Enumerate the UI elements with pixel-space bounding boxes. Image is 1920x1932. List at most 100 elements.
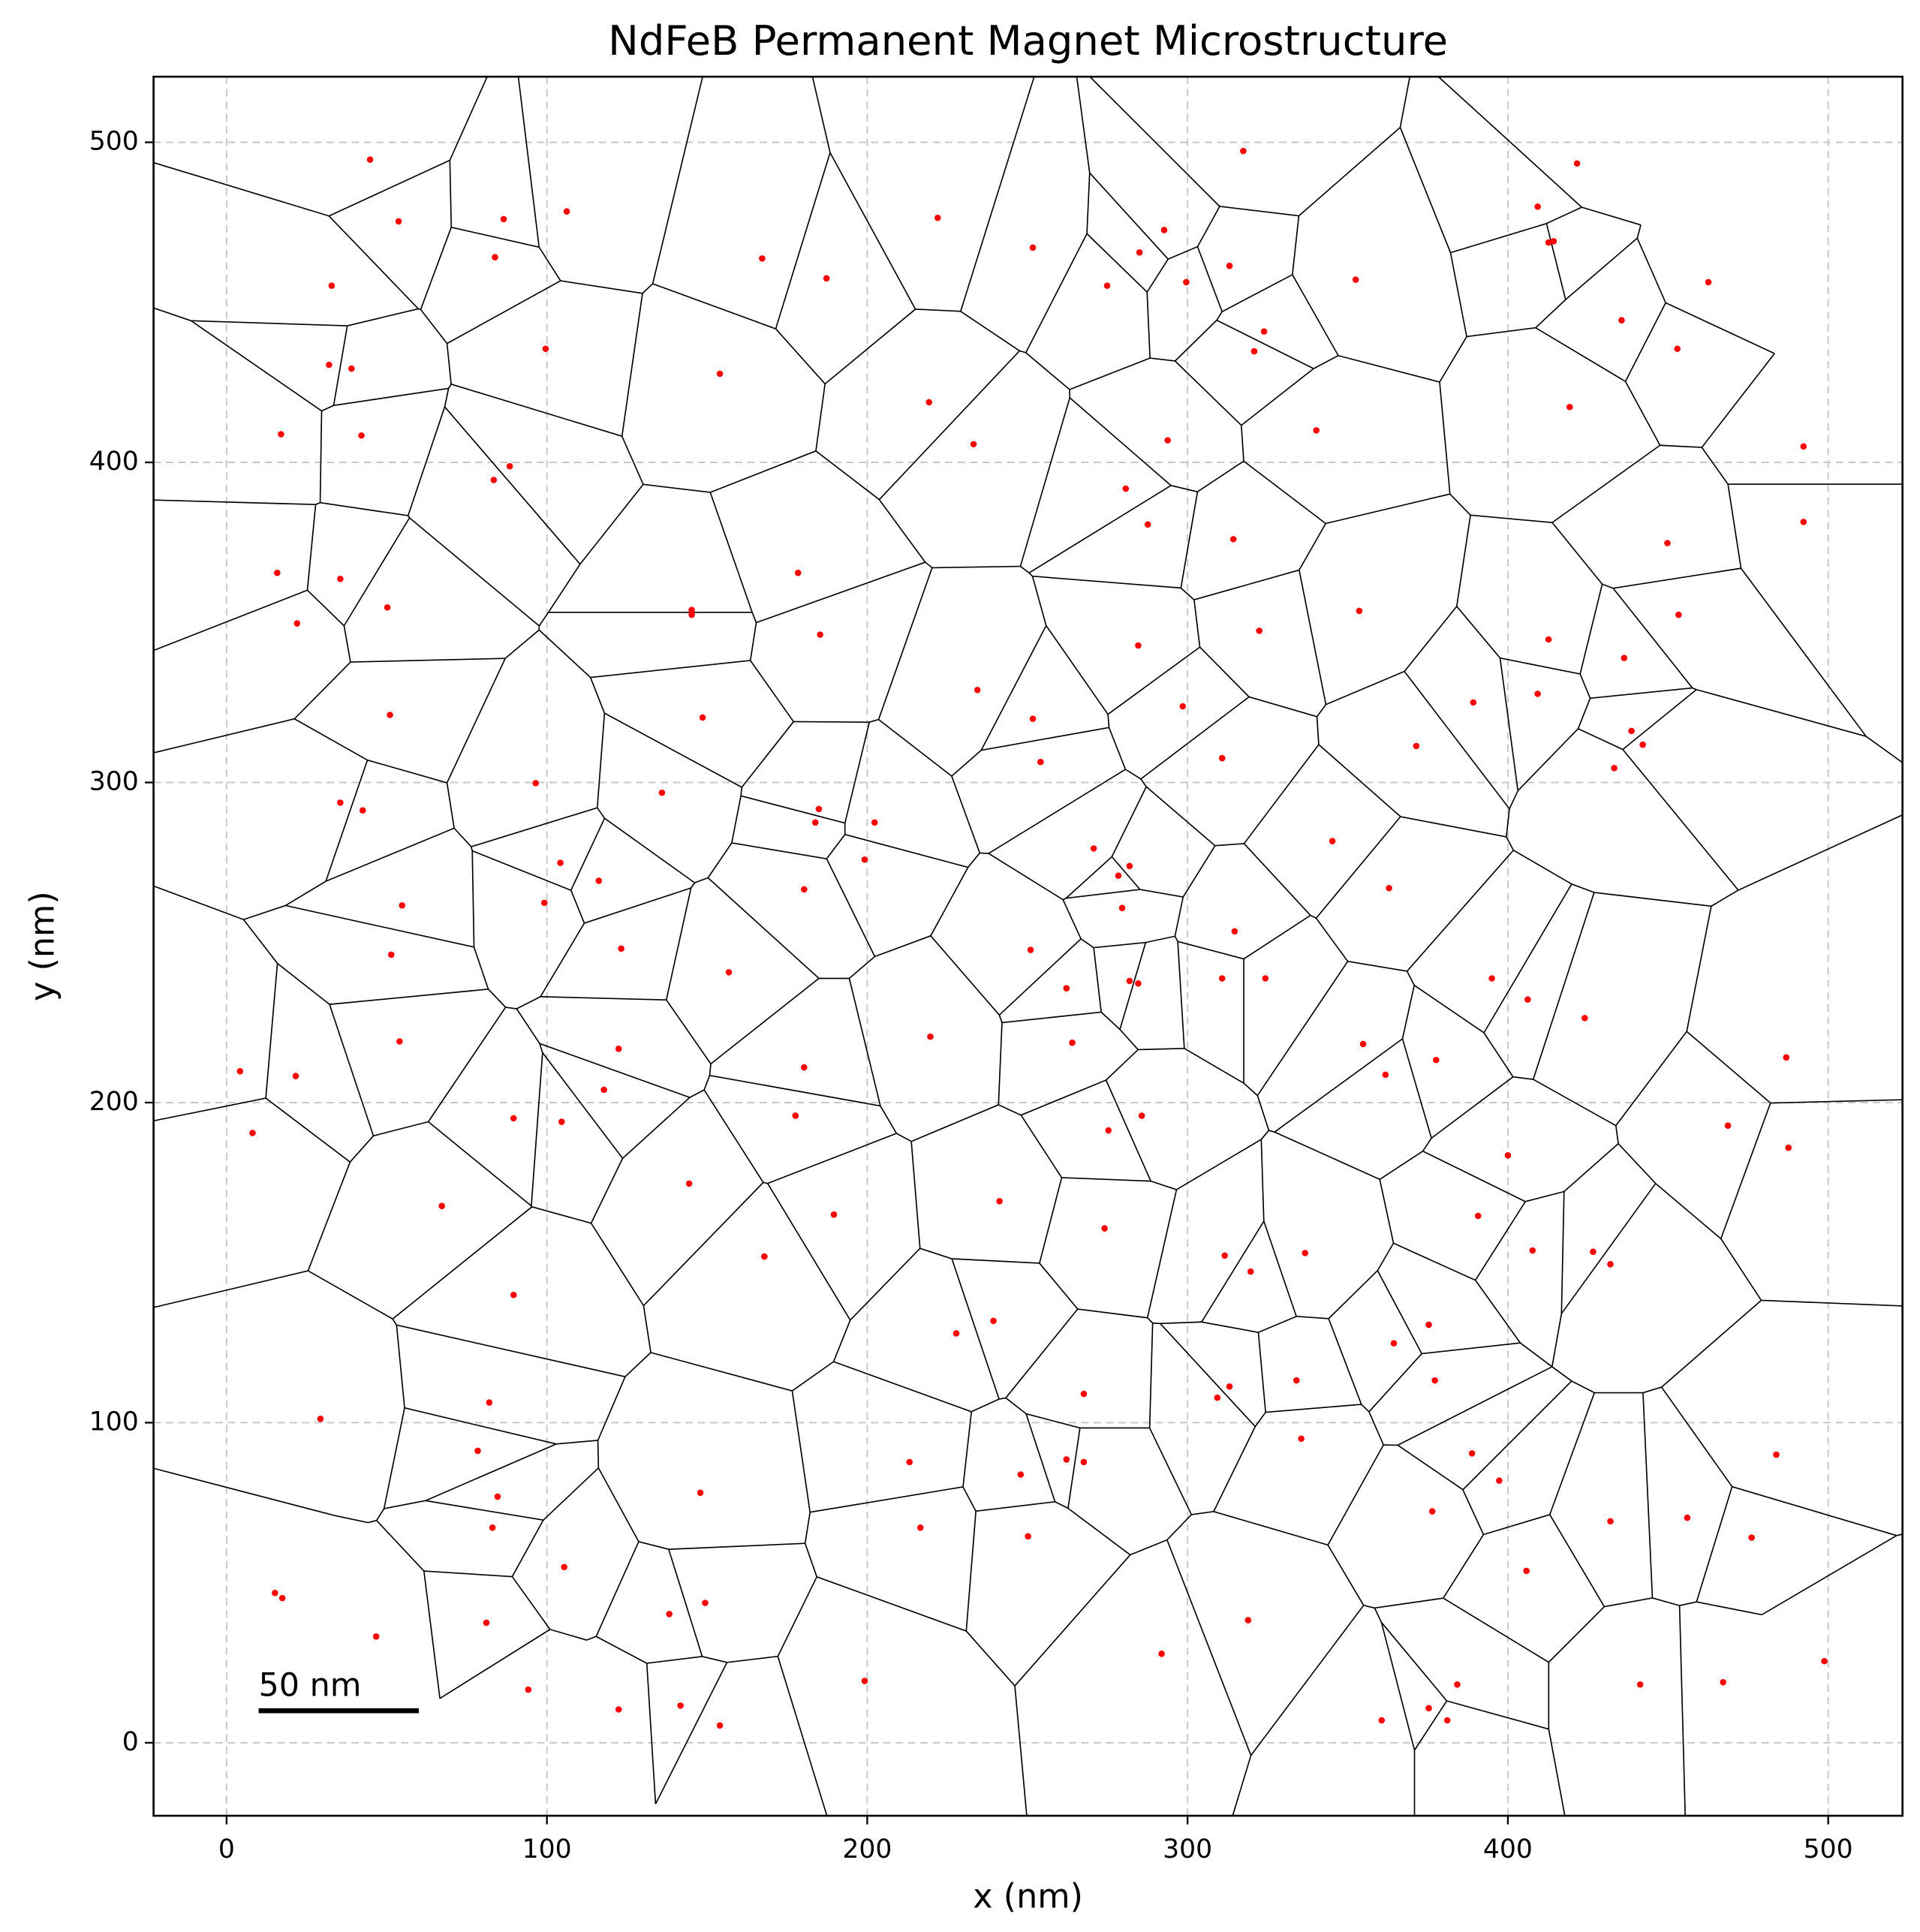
voronoi-edge <box>504 629 540 659</box>
seed-point <box>794 569 802 576</box>
seed-point <box>792 1112 799 1119</box>
voronoi-edge <box>952 1258 1040 1264</box>
voronoi-edge <box>1636 237 1666 303</box>
seed-point <box>492 254 498 260</box>
voronoi-edge <box>1377 1242 1395 1271</box>
voronoi-edge <box>450 384 622 438</box>
voronoi-edge <box>815 450 880 501</box>
seed-point <box>366 156 374 163</box>
voronoi-edge <box>848 978 881 1106</box>
voronoi-edge <box>727 1655 778 1663</box>
voronoi-edge <box>1180 492 1199 588</box>
voronoi-edge <box>1316 704 1327 718</box>
voronoi-edge <box>1422 1137 1432 1152</box>
chart-title: NdFeB Permanent Magnet Microstructure <box>608 17 1448 65</box>
voronoi-edge <box>1292 274 1339 357</box>
voronoi-edge <box>1196 246 1223 312</box>
voronoi-edge <box>1201 1220 1265 1323</box>
voronoi-edge <box>409 517 540 627</box>
voronoi-edge <box>1100 1011 1121 1031</box>
voronoi-edge <box>446 782 455 829</box>
voronoi-edge <box>277 962 330 1005</box>
voronoi-edge <box>315 501 321 505</box>
seed-point <box>1090 845 1097 852</box>
seed-point <box>510 1291 517 1299</box>
seed-point <box>600 1086 607 1094</box>
voronoi-edge <box>1563 1143 1619 1193</box>
seed-point <box>1470 699 1477 706</box>
voronoi-edge <box>1216 319 1314 369</box>
voronoi-edge <box>284 880 327 907</box>
seed-point <box>483 1619 490 1627</box>
voronoi-edge <box>643 483 711 493</box>
voronoi-edge <box>343 517 411 627</box>
voronoi-edge <box>603 817 695 883</box>
voronoi-edge <box>590 660 751 679</box>
voronoi-edge <box>1066 889 1140 899</box>
voronoi-edge <box>844 833 968 868</box>
voronoi-edge <box>1014 1554 1131 1687</box>
seed-point <box>249 1130 256 1136</box>
voronoi-edge <box>1166 1514 1192 1541</box>
seed-point <box>1468 1450 1476 1457</box>
seed-point <box>1724 1122 1732 1129</box>
voronoi-edge <box>1462 1380 1572 1491</box>
voronoi-edge <box>775 152 831 330</box>
seed-point <box>1800 519 1807 525</box>
voronoi-edge <box>804 1542 818 1578</box>
voronoi-edge <box>832 1320 851 1362</box>
y-tick-label: 500 <box>89 127 139 157</box>
voronoi-edge <box>420 308 448 345</box>
voronoi-edge <box>1399 77 1411 128</box>
voronoi-edge <box>306 589 345 627</box>
seed-point <box>396 1038 403 1045</box>
voronoi-edge <box>1692 687 1697 691</box>
seed-point <box>1386 884 1392 892</box>
seed-point <box>817 631 823 638</box>
seed-point <box>1705 278 1712 286</box>
voronoi-edge <box>511 1519 544 1577</box>
seed-point <box>1080 1390 1088 1398</box>
voronoi-edge <box>319 411 323 503</box>
voronoi-edge <box>1274 1131 1380 1181</box>
voronoi-edge <box>1565 237 1638 300</box>
voronoi-edge <box>265 963 278 1099</box>
seed-point <box>1244 1617 1252 1624</box>
seed-point <box>1529 1247 1536 1254</box>
voronoi-edge <box>367 759 447 784</box>
voronoi-edge <box>1399 127 1452 253</box>
voronoi-edge <box>919 1247 952 1259</box>
voronoi-edge <box>666 999 712 1064</box>
seed-point <box>1103 282 1111 289</box>
voronoi-edge <box>1268 1130 1275 1133</box>
voronoi-edge <box>425 1443 557 1502</box>
voronoi-edge <box>153 885 244 920</box>
voronoi-edge <box>191 320 348 327</box>
voronoi-edge <box>1590 687 1693 700</box>
voronoi-edge <box>1466 327 1536 338</box>
voronoi-edge <box>547 564 581 613</box>
voronoi-edge <box>1740 567 1867 737</box>
voronoi-edge <box>425 1500 543 1521</box>
voronoi-edge <box>1062 899 1082 940</box>
seed-point <box>1126 977 1133 985</box>
voronoi-edge <box>1347 960 1407 972</box>
voronoi-edge <box>1298 127 1401 217</box>
seed-point <box>1534 691 1541 697</box>
x-tick-label: 100 <box>522 1834 572 1864</box>
voronoi-edge <box>1455 515 1471 606</box>
voronoi-edge <box>1160 1323 1256 1428</box>
voronoi-edge <box>153 1467 335 1516</box>
voronoi-edge <box>1374 1597 1443 1609</box>
voronoi-edge <box>1089 172 1169 260</box>
voronoi-edge <box>1105 1079 1151 1181</box>
voronoi-edge <box>531 1205 533 1208</box>
voronoi-edge <box>1560 1183 1657 1314</box>
voronoi-edge <box>1327 1544 1365 1606</box>
ticks: 0 100 200 300 400 500 0 100 200 300 400 500 <box>89 127 1853 1865</box>
voronoi-edge <box>777 1656 828 1816</box>
voronoi-edge <box>740 787 743 796</box>
voronoi-edge <box>603 712 742 788</box>
seed-point <box>1545 636 1552 643</box>
seed-point <box>1433 1056 1440 1064</box>
